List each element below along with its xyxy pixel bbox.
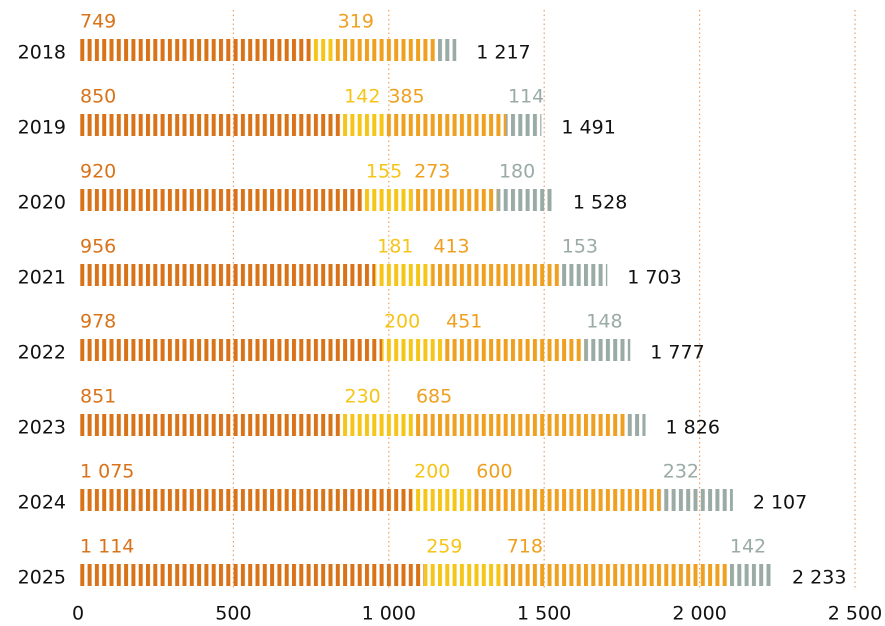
bar-segment: [78, 189, 364, 211]
value-label: 230: [344, 386, 380, 408]
value-label: 153: [562, 236, 598, 258]
value-label: 956: [80, 236, 116, 258]
total-label: 2 107: [753, 492, 807, 514]
value-label: 749: [80, 11, 116, 33]
bar-segment: [413, 414, 627, 436]
bar-segment: [660, 489, 733, 511]
value-label: 978: [80, 311, 116, 333]
x-tick-label: 0: [72, 603, 84, 625]
bar-segment: [78, 339, 382, 361]
bar-segment: [496, 189, 553, 211]
total-label: 1 491: [561, 117, 615, 139]
bar-segment: [434, 39, 457, 61]
bar-segment: [474, 489, 661, 511]
bar-segment: [584, 339, 631, 361]
value-label: 142: [730, 536, 766, 558]
y-tick-label: 2020: [18, 192, 66, 214]
bar-segment: [431, 264, 560, 286]
value-label: 180: [499, 161, 535, 183]
value-label: 600: [476, 461, 512, 483]
y-tick-label: 2024: [18, 492, 66, 514]
value-label: 319: [338, 11, 374, 33]
value-label: 259: [426, 536, 462, 558]
value-label: 273: [414, 161, 450, 183]
total-label: 2 233: [792, 567, 846, 589]
bar-segment: [559, 264, 608, 286]
bar-segment: [412, 189, 497, 211]
bar-segment: [412, 489, 475, 511]
value-label: 200: [384, 311, 420, 333]
total-label: 1 703: [627, 267, 681, 289]
total-label: 1 217: [476, 42, 530, 64]
value-label: 850: [80, 86, 116, 108]
bar-segment: [310, 39, 336, 61]
total-label: 1 528: [573, 192, 627, 214]
x-tick-label: 2 500: [828, 603, 882, 625]
value-label: 148: [586, 311, 622, 333]
y-tick-label: 2021: [18, 267, 66, 289]
bar-segment: [342, 414, 414, 436]
value-label: 232: [663, 461, 699, 483]
bar-segment: [342, 114, 387, 136]
value-label: 1 114: [80, 536, 134, 558]
y-tick-label: 2018: [18, 42, 66, 64]
value-label: 851: [80, 386, 116, 408]
bar-segment: [78, 564, 425, 586]
bar-segment: [505, 114, 542, 136]
bar-segment: [78, 114, 343, 136]
bar-segment: [78, 414, 343, 436]
value-label: 155: [366, 161, 402, 183]
x-tick-label: 1 000: [362, 603, 416, 625]
y-tick-label: 2025: [18, 567, 66, 589]
value-label: 181: [377, 236, 413, 258]
bar-segment: [375, 264, 432, 286]
value-label: 114: [508, 86, 544, 108]
value-label: 718: [507, 536, 543, 558]
bar-segment: [78, 489, 413, 511]
bar-segment: [424, 564, 505, 586]
bar-segment: [78, 264, 376, 286]
bar-segment: [381, 339, 445, 361]
value-label: 142: [344, 86, 380, 108]
x-tick-label: 2 000: [672, 603, 726, 625]
bar-segment: [626, 414, 646, 436]
value-label: 413: [433, 236, 469, 258]
bar-segment: [727, 564, 773, 586]
value-label: 451: [446, 311, 482, 333]
value-label: 1 075: [80, 461, 134, 483]
bar-segment: [444, 339, 585, 361]
bar-segment: [78, 39, 311, 61]
total-label: 1 777: [650, 342, 704, 364]
bar-segment: [386, 114, 506, 136]
y-tick-label: 2019: [18, 117, 66, 139]
bar-segment: [504, 564, 728, 586]
value-label: 385: [388, 86, 424, 108]
y-tick-label: 2022: [18, 342, 66, 364]
value-label: 200: [414, 461, 450, 483]
x-tick-label: 1 500: [517, 603, 571, 625]
bar-segment: [335, 39, 435, 61]
y-tick-label: 2023: [18, 417, 66, 439]
total-label: 1 826: [666, 417, 720, 439]
value-label: 685: [416, 386, 452, 408]
bar-segment: [363, 189, 413, 211]
x-tick-label: 500: [215, 603, 251, 625]
value-label: 920: [80, 161, 116, 183]
